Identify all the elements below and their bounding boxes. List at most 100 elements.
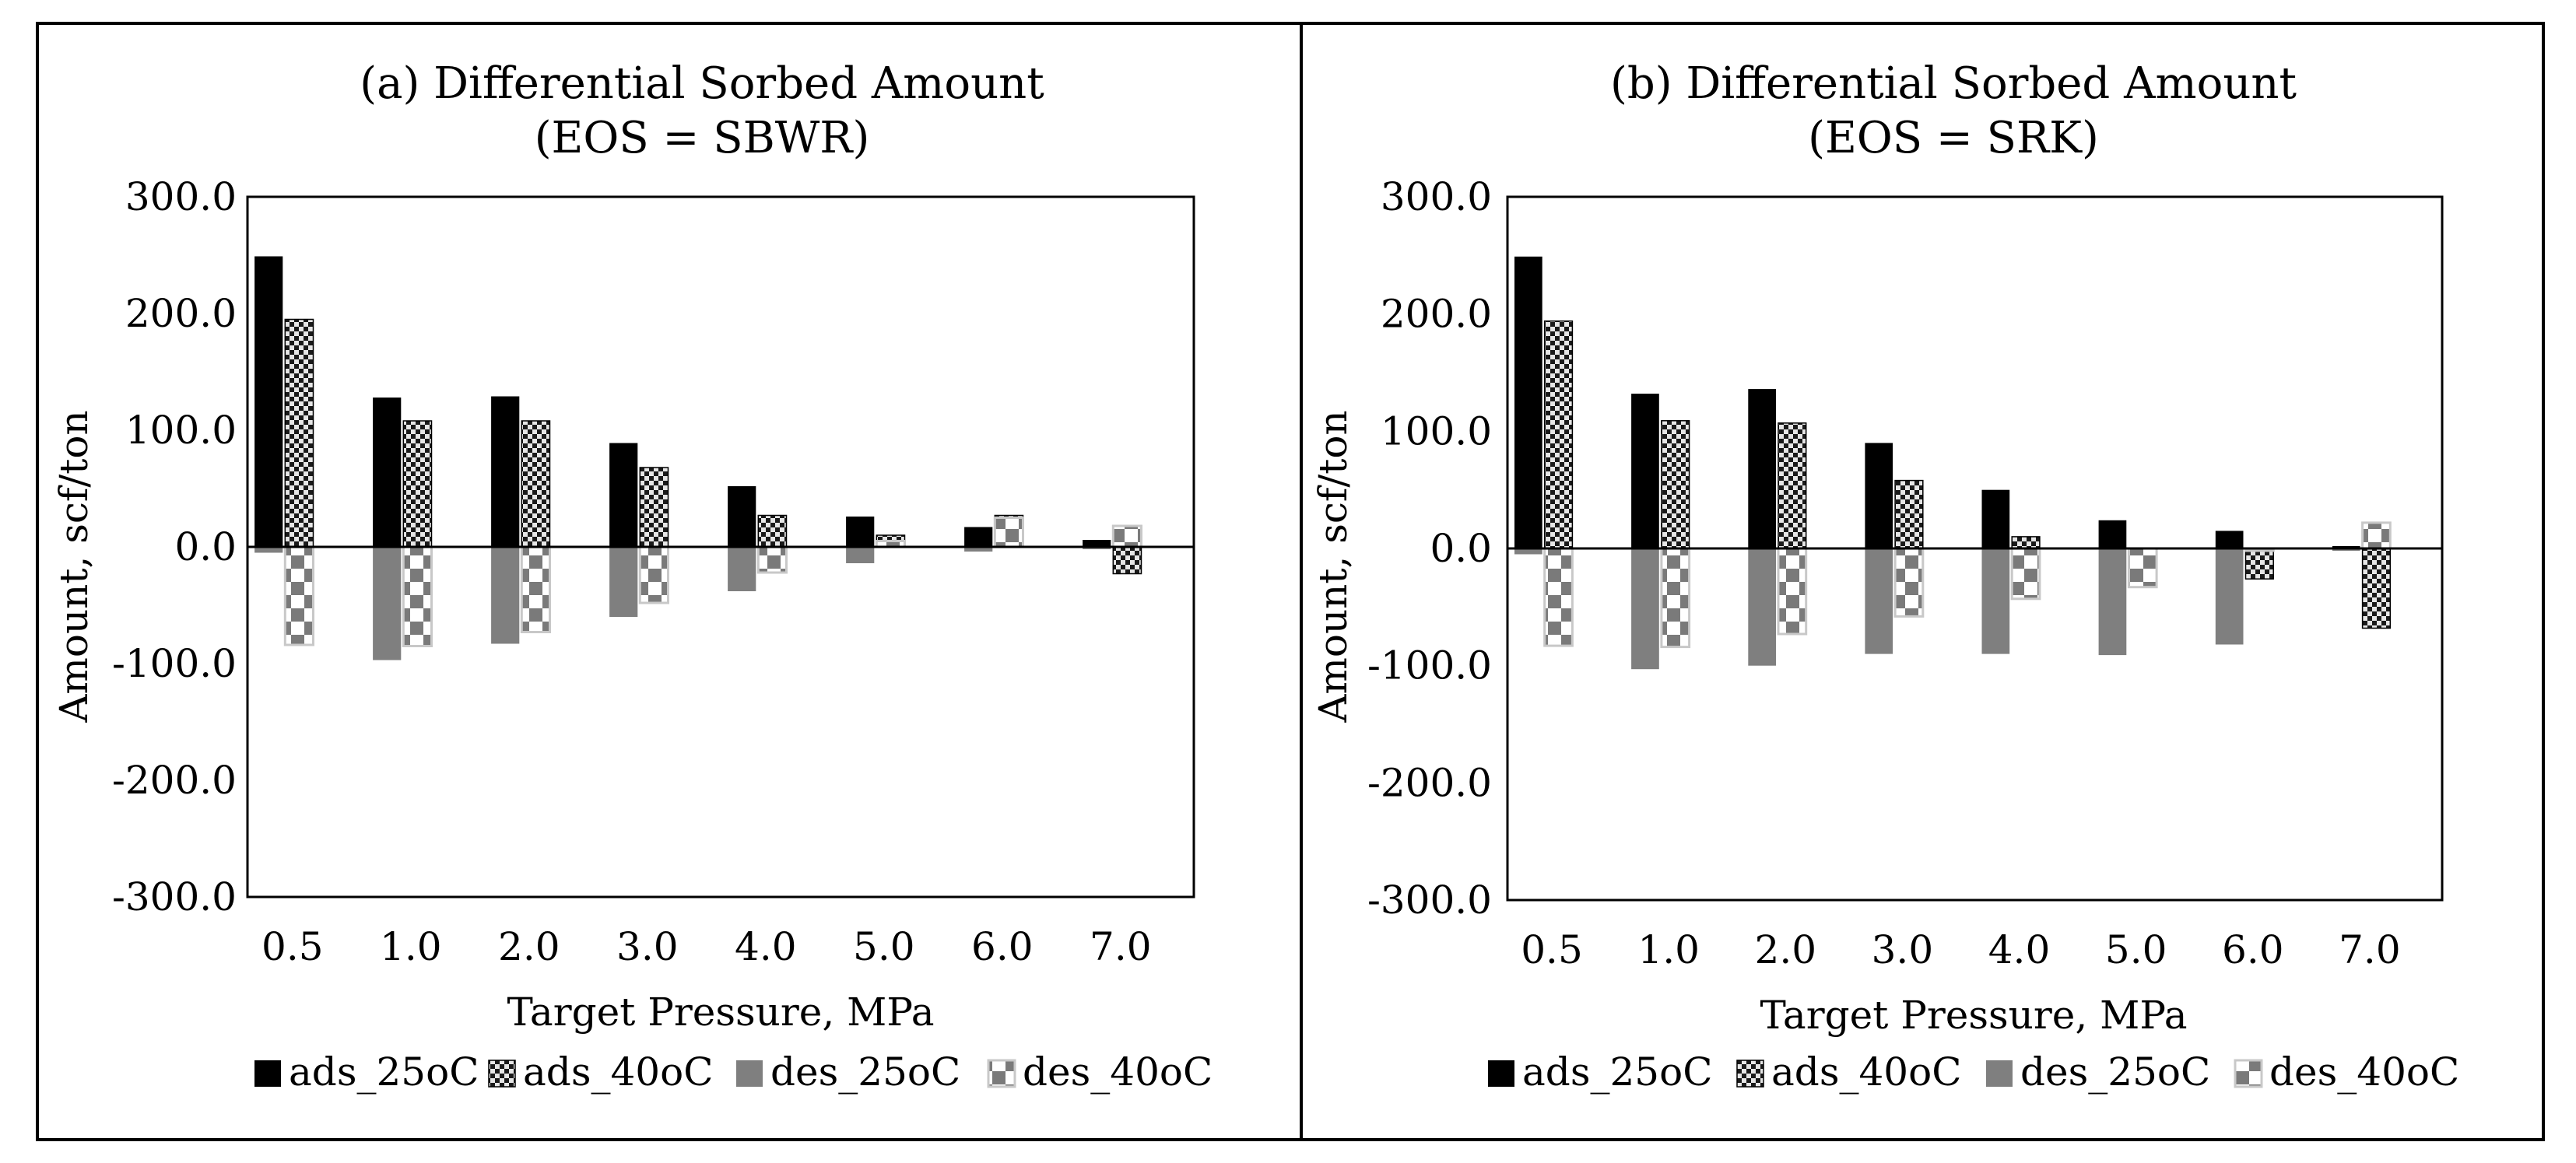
- y-tick-label: -300.0: [112, 874, 237, 920]
- x-tick-label: 4.0: [1988, 927, 2051, 972]
- legend-label-ads_25oC: ads_25oC: [289, 1049, 479, 1095]
- bar-ads_40oC-2.0: [1778, 422, 1807, 549]
- y-ticks: 300.0 200.0 100.0 0.0 -100.0 -200.0 -300.0: [1367, 174, 1492, 923]
- bar-ads_25oC-0.5: [254, 256, 283, 547]
- bar-des_25oC-3.0: [609, 547, 638, 617]
- bar-des_25oC-4.0: [1981, 548, 2010, 654]
- y-axis-label: Amount, scf/ton: [51, 410, 97, 723]
- bar-des_25oC-1.0: [373, 547, 402, 660]
- legend-label-des_25oC: des_25oC: [2020, 1049, 2210, 1095]
- bar-des_40oC-3.0: [638, 545, 669, 604]
- figure-frame: [36, 22, 2545, 1141]
- y-tick-label: -100.0: [112, 641, 237, 686]
- bar-ads_40oC-4.0: [2011, 536, 2041, 549]
- x-tick-label: 7.0: [1090, 924, 1152, 969]
- bar-ads_25oC-2.0: [1748, 389, 1776, 548]
- legend-label-ads_40oC: ads_40oC: [1771, 1049, 1961, 1095]
- legend-label-des_40oC: des_40oC: [1023, 1049, 1213, 1095]
- legend-swatch-ads_25oC: [1488, 1060, 1514, 1087]
- bar-des_40oC-0.5: [1543, 547, 1574, 647]
- y-tick-label: 0.0: [174, 524, 237, 569]
- x-tick-label: 2.0: [1755, 927, 1817, 972]
- bar-ads_25oC-4.0: [728, 486, 756, 547]
- bar-des_25oC-6.0: [964, 547, 993, 552]
- legend-swatch-ads_25oC: [254, 1060, 281, 1087]
- bar-ads_40oC-3.0: [1894, 479, 1924, 549]
- bar-ads_40oC-4.0: [757, 514, 788, 548]
- bar-ads_40oC-1.0: [402, 420, 433, 548]
- legend-label-ads_40oC: ads_40oC: [523, 1049, 713, 1095]
- bar-ads_25oC-4.0: [1981, 489, 2010, 548]
- legend-label-des_40oC: des_40oC: [2269, 1049, 2459, 1095]
- bar-des_25oC-2.0: [491, 547, 520, 644]
- bar-des_25oC-0.5: [254, 547, 283, 553]
- bar-marks: [254, 256, 1143, 660]
- bar-ads_25oC-3.0: [1865, 443, 1893, 548]
- bar-des_40oC-5.0: [2127, 547, 2158, 589]
- legend-label-des_25oC: des_25oC: [770, 1049, 960, 1095]
- panel-b: (b) Differential Sorbed Amount (EOS = SR…: [1311, 58, 2459, 1095]
- bar-ads_25oC-2.0: [491, 396, 520, 547]
- bar-ads_40oC-7.0: [2361, 548, 2392, 629]
- bar-des_25oC-2.0: [1748, 548, 1776, 666]
- bar-des_25oC-3.0: [1865, 548, 1893, 654]
- bar-ads_25oC-6.0: [2215, 531, 2244, 548]
- legend: ads_25oC ads_40oC des_25oC des_40oC: [1488, 1049, 2459, 1095]
- x-tick-label: 5.0: [853, 924, 915, 969]
- y-tick-label: 300.0: [1381, 174, 1492, 219]
- bar-ads_40oC-1.0: [1661, 420, 1690, 549]
- y-tick-label: -200.0: [1367, 760, 1492, 805]
- bar-des_25oC-5.0: [846, 547, 875, 563]
- bar-ads_25oC-7.0: [1083, 540, 1111, 547]
- y-tick-label: 200.0: [1381, 292, 1492, 337]
- y-tick-label: 200.0: [125, 291, 237, 336]
- x-tick-label: 1.0: [380, 924, 442, 969]
- bar-des_40oC-7.0: [1111, 524, 1143, 548]
- bar-des_40oC-1.0: [1660, 547, 1691, 649]
- y-axis-label: Amount, scf/ton: [1311, 410, 1356, 723]
- legend: ads_25oC ads_40oC des_25oC des_40oC: [254, 1049, 1213, 1095]
- legend-swatch-ads_40oC: [1736, 1060, 1764, 1088]
- panel-a: (a) Differential Sorbed Amount (EOS = SB…: [51, 58, 1213, 1095]
- bar-des_40oC-2.0: [520, 545, 551, 633]
- y-tick-label: 300.0: [125, 174, 237, 219]
- y-tick-label: 100.0: [125, 408, 237, 453]
- bar-des_40oC-7.0: [2361, 521, 2392, 550]
- bar-ads_25oC-5.0: [846, 517, 875, 547]
- bar-des_40oC-6.0: [993, 517, 1025, 548]
- x-tick-label: 5.0: [2105, 927, 2167, 972]
- x-ticks: 0.5 1.0 2.0 3.0 4.0 5.0 6.0 7.0: [1521, 927, 2400, 972]
- y-tick-label: 100.0: [1381, 408, 1492, 454]
- chart-title: (b) Differential Sorbed Amount: [1610, 58, 2297, 109]
- bar-des_40oC-4.0: [2010, 547, 2041, 601]
- bar-des_40oC-3.0: [1893, 547, 1925, 618]
- y-tick-label: -200.0: [112, 758, 237, 803]
- x-tick-label: 4.0: [735, 924, 797, 969]
- x-tick-label: 6.0: [2222, 927, 2284, 972]
- x-axis-label: Target Pressure, MPa: [507, 990, 934, 1035]
- legend-swatch-des_40oC: [987, 1059, 1016, 1088]
- bar-marks: [1514, 256, 2392, 670]
- bar-ads_25oC-1.0: [373, 398, 402, 547]
- y-tick-label: 0.0: [1430, 526, 1492, 571]
- legend-label-ads_25oC: ads_25oC: [1522, 1049, 1712, 1095]
- bar-ads_40oC-6.0: [2244, 548, 2274, 580]
- x-axis-label: Target Pressure, MPa: [1760, 993, 2187, 1038]
- bar-des_25oC-1.0: [1631, 548, 1659, 670]
- bar-ads_40oC-2.0: [521, 420, 551, 548]
- bar-ads_25oC-6.0: [964, 527, 993, 547]
- bar-des_40oC-0.5: [283, 545, 314, 646]
- bar-ads_40oC-7.0: [1112, 546, 1142, 575]
- x-tick-label: 0.5: [261, 924, 324, 969]
- bar-ads_25oC-3.0: [609, 443, 638, 547]
- legend-swatch-des_40oC: [2234, 1059, 2263, 1088]
- chart-title: (a) Differential Sorbed Amount: [360, 58, 1044, 109]
- bar-ads_25oC-1.0: [1631, 394, 1659, 548]
- y-tick-label: -100.0: [1367, 643, 1492, 688]
- bar-des_25oC-5.0: [2098, 548, 2127, 656]
- x-tick-label: 1.0: [1637, 927, 1700, 972]
- bar-des_40oC-2.0: [1777, 547, 1808, 636]
- bar-des_25oC-0.5: [1514, 548, 1542, 555]
- bar-ads_25oC-5.0: [2098, 520, 2127, 548]
